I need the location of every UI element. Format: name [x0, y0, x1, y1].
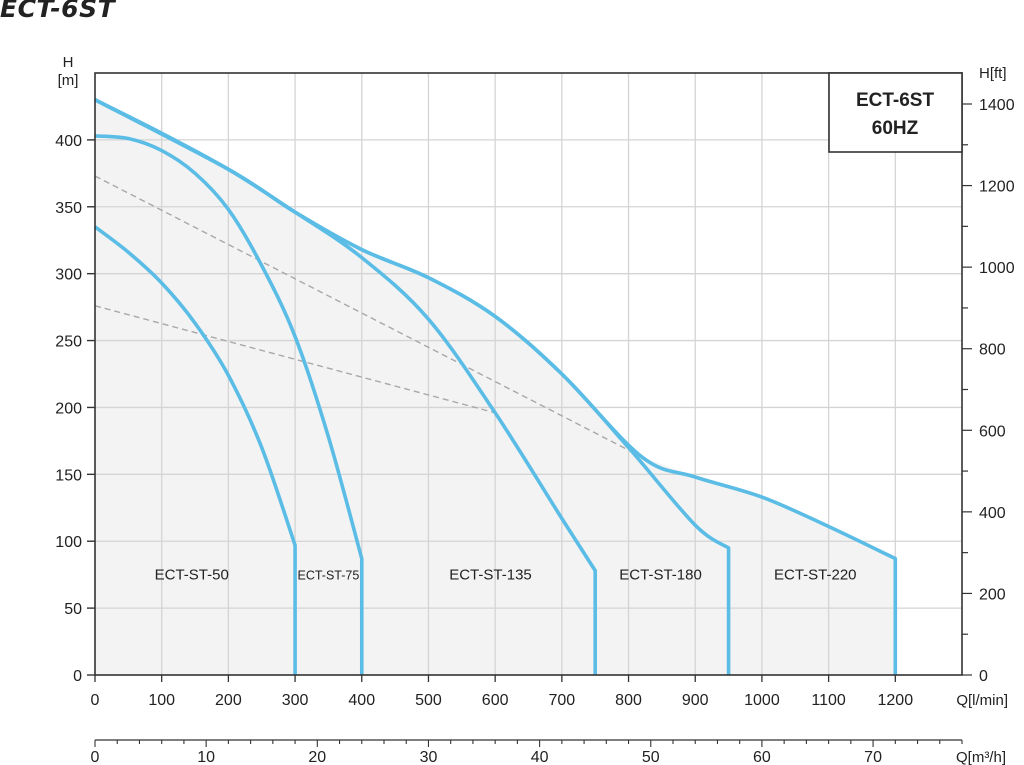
y-tick-label: 50: [64, 601, 82, 618]
x-tick-label: 400: [348, 692, 375, 709]
x2-tick-label: 50: [642, 749, 660, 765]
x-axis-label: Q[l/min]: [956, 692, 1008, 709]
legend-line: ECT-6ST: [856, 90, 935, 111]
x-tick-label: 800: [615, 692, 642, 709]
curve-ect-st-75: [94, 134, 364, 675]
page-title: ECT-6ST: [0, 0, 116, 23]
x-tick-label: 1200: [878, 692, 914, 709]
x2-axis-label: Q[m³/h]: [956, 749, 1006, 765]
x-tick-label: 200: [215, 692, 242, 709]
y-tick-label: 100: [55, 534, 82, 551]
y-axis-label: H: [63, 54, 74, 71]
x-tick-label: 300: [282, 692, 309, 709]
x2-tick-label: 20: [308, 749, 326, 765]
curve-ect-st-50: [93, 225, 297, 675]
y-axis-unit: [m]: [58, 72, 79, 89]
dashed-reference-line: [94, 175, 643, 458]
plot-frame: [94, 72, 963, 676]
x-tick-label: 900: [682, 692, 709, 709]
legend-line: 60HZ: [872, 118, 919, 139]
y2-tick-label: 1400: [979, 97, 1015, 114]
x2-tick-label: 40: [531, 749, 549, 765]
x-tick-label: 700: [548, 692, 575, 709]
y2-tick-label: 400: [979, 505, 1006, 522]
x-tick-label: 1100: [811, 692, 846, 709]
series-label: ECT-ST-75: [298, 569, 360, 583]
x-tick-label: 0: [91, 692, 100, 709]
y-tick-label: 250: [55, 334, 82, 351]
y-tick-label: 350: [55, 200, 82, 217]
series-label: ECT-ST-135: [449, 567, 532, 584]
x-tick-label: 500: [415, 692, 442, 709]
y-tick-label: 200: [55, 400, 82, 417]
legend-box: [828, 72, 963, 153]
x2-tick-label: 70: [864, 749, 882, 765]
dashed-reference-line: [94, 305, 496, 414]
x2-tick-label: 30: [420, 749, 438, 765]
y2-tick-label: 200: [979, 586, 1006, 603]
y2-axis-label: H[ft]: [979, 65, 1007, 82]
series-label: ECT-ST-50: [155, 567, 229, 584]
series-label: ECT-ST-180: [619, 567, 702, 584]
x-tick-label: 100: [148, 692, 175, 709]
y2-tick-label: 1200: [979, 179, 1015, 196]
x2-tick-label: 10: [197, 749, 215, 765]
x-tick-label: 600: [482, 692, 509, 709]
series-label: ECT-ST-220: [774, 567, 857, 584]
x2-tick-label: 60: [753, 749, 771, 765]
y2-tick-label: 800: [979, 342, 1006, 359]
y-tick-label: 300: [55, 267, 82, 284]
y2-tick-label: 1000: [979, 260, 1015, 277]
y2-tick-label: 0: [979, 668, 988, 685]
curve-ect-st-220: [94, 98, 898, 675]
x2-tick-label: 0: [91, 749, 100, 765]
y-tick-label: 150: [55, 467, 82, 484]
y-tick-label: 0: [73, 668, 82, 685]
x-tick-label: 1000: [744, 692, 780, 709]
y2-tick-label: 600: [979, 423, 1006, 440]
y-tick-label: 400: [55, 133, 82, 150]
